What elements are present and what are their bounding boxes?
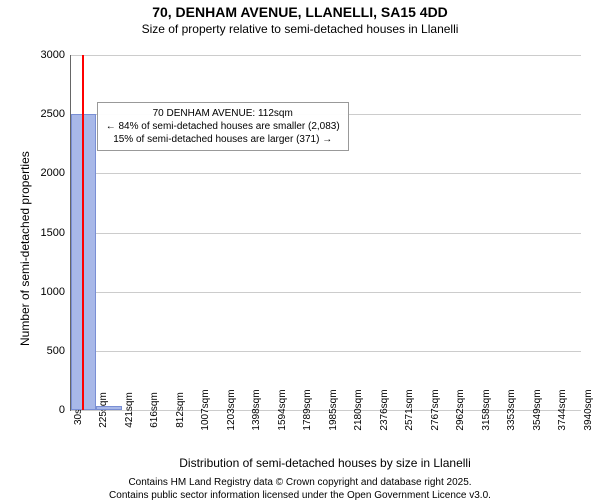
x-tick-label: 2962sqm (453, 389, 466, 430)
gridline (71, 292, 581, 293)
gridline (71, 55, 581, 56)
x-tick-label: 1594sqm (275, 389, 288, 430)
y-tick-label: 2000 (41, 167, 71, 179)
footer-line-1: Contains HM Land Registry data © Crown c… (0, 476, 600, 489)
gridline (71, 233, 581, 234)
histogram-bar (71, 114, 96, 410)
y-tick-label: 500 (47, 345, 71, 357)
histogram-bar (96, 406, 122, 410)
x-tick-label: 616sqm (147, 392, 160, 428)
y-tick-label: 1000 (41, 286, 71, 298)
chart-container: 70, DENHAM AVENUE, LLANELLI, SA15 4DD Si… (0, 0, 600, 500)
y-tick-label: 3000 (41, 49, 71, 61)
x-tick-label: 1985sqm (326, 389, 339, 430)
chart-subtitle: Size of property relative to semi-detach… (0, 22, 600, 36)
plot-area: 05001000150020002500300030sqm225sqm421sq… (70, 55, 581, 411)
annotation-line: 15% of semi-detached houses are larger (… (106, 133, 340, 146)
annotation-line: 70 DENHAM AVENUE: 112sqm (106, 107, 340, 120)
x-axis-label: Distribution of semi-detached houses by … (70, 456, 580, 470)
y-tick-label: 1500 (41, 227, 71, 239)
x-tick-label: 2180sqm (351, 389, 364, 430)
x-tick-label: 3158sqm (479, 389, 492, 430)
chart-title: 70, DENHAM AVENUE, LLANELLI, SA15 4DD (0, 4, 600, 20)
footer-line-2: Contains public sector information licen… (0, 489, 600, 502)
annotation-line: ← 84% of semi-detached houses are smalle… (106, 120, 340, 133)
x-tick-label: 2376sqm (377, 389, 390, 430)
y-axis-label: Number of semi-detached properties (18, 151, 32, 346)
y-tick-label: 2500 (41, 108, 71, 120)
annotation-box: 70 DENHAM AVENUE: 112sqm← 84% of semi-de… (97, 102, 349, 151)
gridline (71, 173, 581, 174)
x-tick-label: 2571sqm (402, 389, 415, 430)
attribution-footer: Contains HM Land Registry data © Crown c… (0, 476, 600, 502)
y-tick-label: 0 (59, 404, 71, 416)
x-tick-label: 1007sqm (198, 389, 211, 430)
x-tick-label: 3353sqm (504, 389, 517, 430)
x-tick-label: 3549sqm (530, 389, 543, 430)
x-tick-label: 225sqm (96, 392, 109, 428)
x-tick-label: 421sqm (122, 392, 135, 428)
x-tick-label: 3940sqm (581, 389, 594, 430)
x-tick-label: 2767sqm (428, 389, 441, 430)
property-marker-line (82, 55, 84, 410)
x-tick-label: 1203sqm (224, 389, 237, 430)
gridline (71, 351, 581, 352)
x-tick-label: 3744sqm (555, 389, 568, 430)
x-tick-label: 1789sqm (300, 389, 313, 430)
x-tick-label: 812sqm (173, 392, 186, 428)
x-tick-label: 1398sqm (249, 389, 262, 430)
